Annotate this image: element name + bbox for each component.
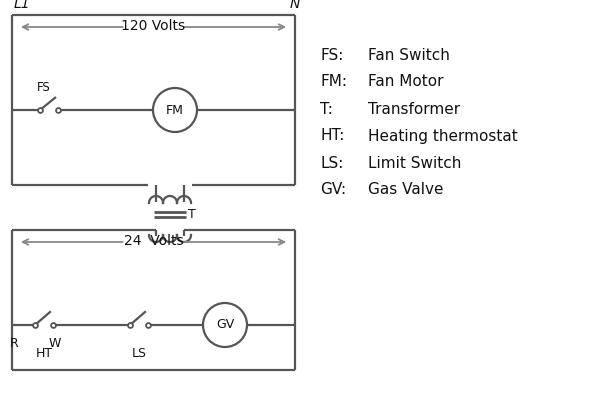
Text: GV: GV (216, 318, 234, 332)
Text: FS:: FS: (320, 48, 343, 62)
Text: W: W (49, 337, 61, 350)
Text: FM:: FM: (320, 74, 347, 90)
Text: Fan Motor: Fan Motor (368, 74, 444, 90)
Text: 24  Volts: 24 Volts (124, 234, 183, 248)
Text: GV:: GV: (320, 182, 346, 198)
Text: HT:: HT: (320, 128, 345, 144)
Text: FM: FM (166, 104, 184, 116)
Text: T: T (188, 208, 196, 221)
Text: Gas Valve: Gas Valve (368, 182, 444, 198)
Text: Transformer: Transformer (368, 102, 460, 116)
Text: LS:: LS: (320, 156, 343, 170)
Text: LS: LS (132, 347, 146, 360)
Text: 120 Volts: 120 Volts (122, 19, 186, 33)
Text: L1: L1 (14, 0, 31, 11)
Text: Heating thermostat: Heating thermostat (368, 128, 518, 144)
Text: Limit Switch: Limit Switch (368, 156, 461, 170)
Text: FS: FS (37, 81, 51, 94)
Text: HT: HT (35, 347, 53, 360)
Text: T:: T: (320, 102, 333, 116)
Text: R: R (9, 337, 18, 350)
Text: Fan Switch: Fan Switch (368, 48, 450, 62)
Text: N: N (290, 0, 300, 11)
